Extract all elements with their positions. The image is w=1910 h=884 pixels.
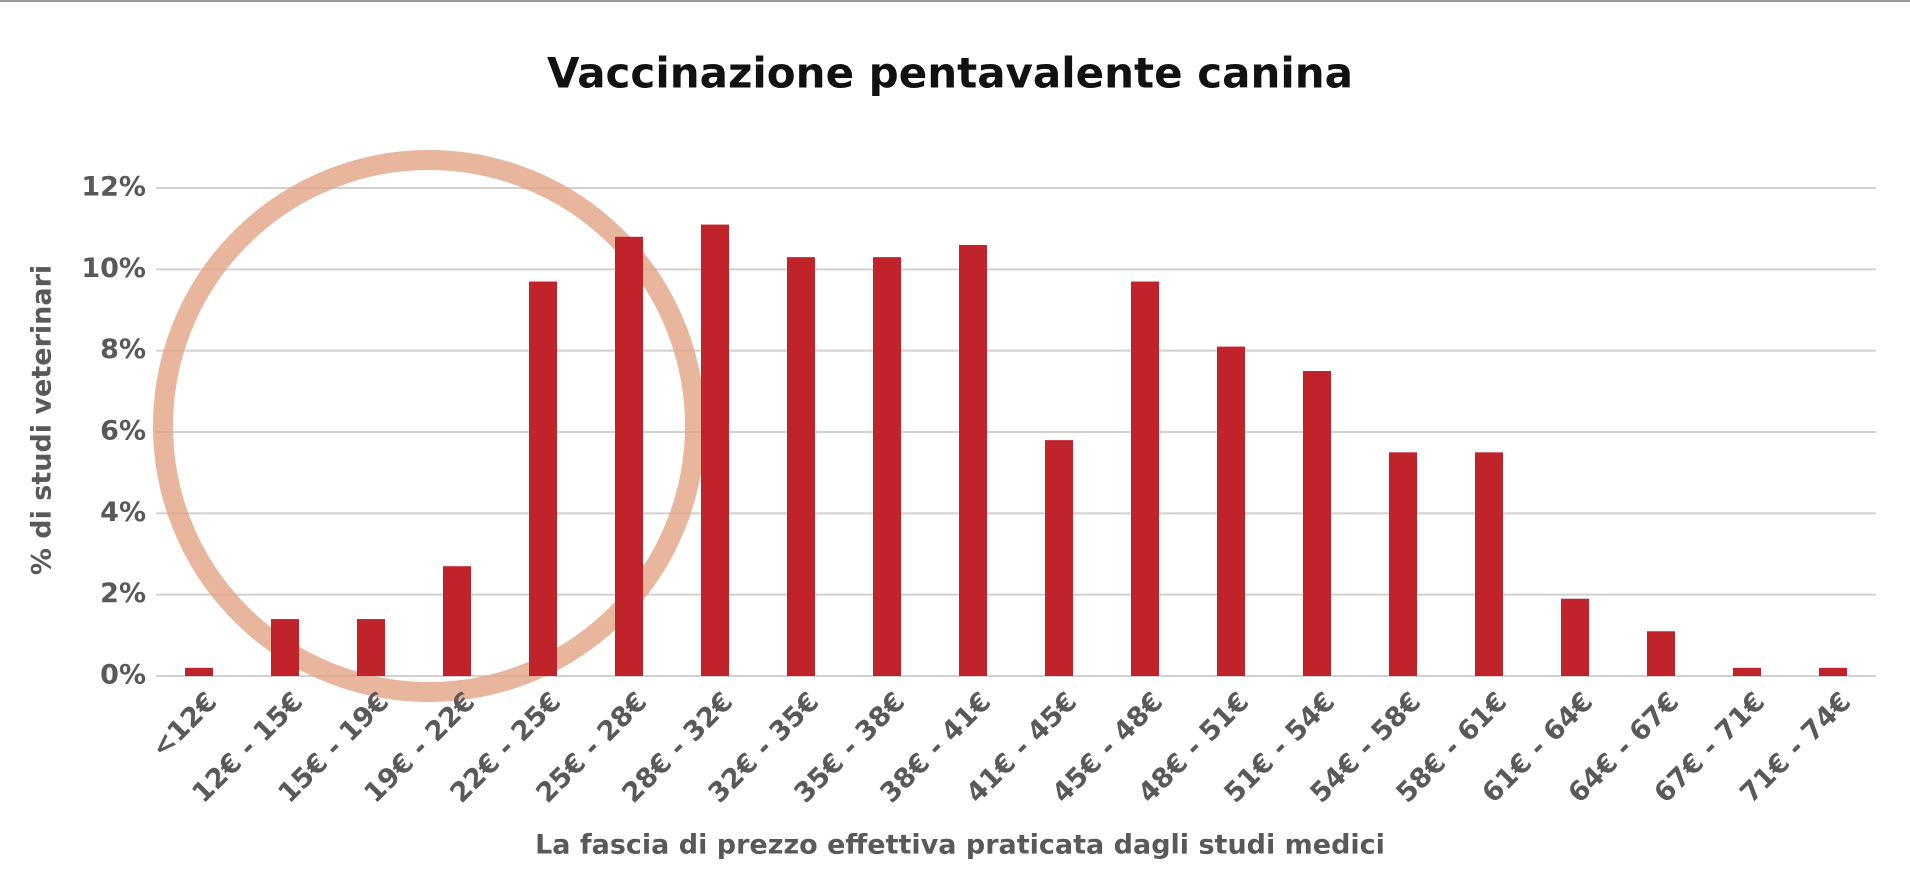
y-tick-label: 12% xyxy=(81,172,146,203)
chart-title: Vaccinazione pentavalente canina xyxy=(547,49,1353,98)
bar xyxy=(185,667,213,676)
bar xyxy=(1389,452,1417,676)
bar xyxy=(357,619,385,676)
bar xyxy=(615,236,643,677)
bar xyxy=(1647,631,1675,676)
y-tick-label: 10% xyxy=(81,253,146,284)
y-tick-label: 6% xyxy=(100,416,146,447)
bar xyxy=(1131,281,1159,676)
bar xyxy=(443,566,471,676)
bar xyxy=(1819,667,1847,676)
highlight-circle xyxy=(153,150,705,702)
y-tick-label: 0% xyxy=(100,660,146,691)
bar xyxy=(529,281,557,676)
x-axis-label: La fascia di prezzo effettiva praticata … xyxy=(535,830,1385,861)
y-axis-label: % di studi veterinari xyxy=(27,265,58,575)
bar xyxy=(1733,667,1761,676)
bar xyxy=(1217,346,1245,676)
plot: <12€12€ - 15€15€ - 19€19€ - 22€22€ - 25€… xyxy=(145,224,1857,809)
x-tick-label: <12€ xyxy=(145,686,223,764)
bar xyxy=(959,244,987,676)
bar xyxy=(787,257,815,676)
bar xyxy=(271,619,299,676)
y-tick-label: 4% xyxy=(100,497,146,528)
bar xyxy=(1475,452,1503,676)
y-tick-label: 8% xyxy=(100,334,146,365)
bar xyxy=(701,224,729,676)
bar xyxy=(1045,440,1073,676)
bar xyxy=(873,257,901,676)
bar xyxy=(1561,598,1589,676)
bar xyxy=(1303,371,1331,676)
grid: 0% 2% 4% 6% 8% 10% 12% xyxy=(81,172,1876,691)
y-tick-label: 2% xyxy=(100,578,146,609)
